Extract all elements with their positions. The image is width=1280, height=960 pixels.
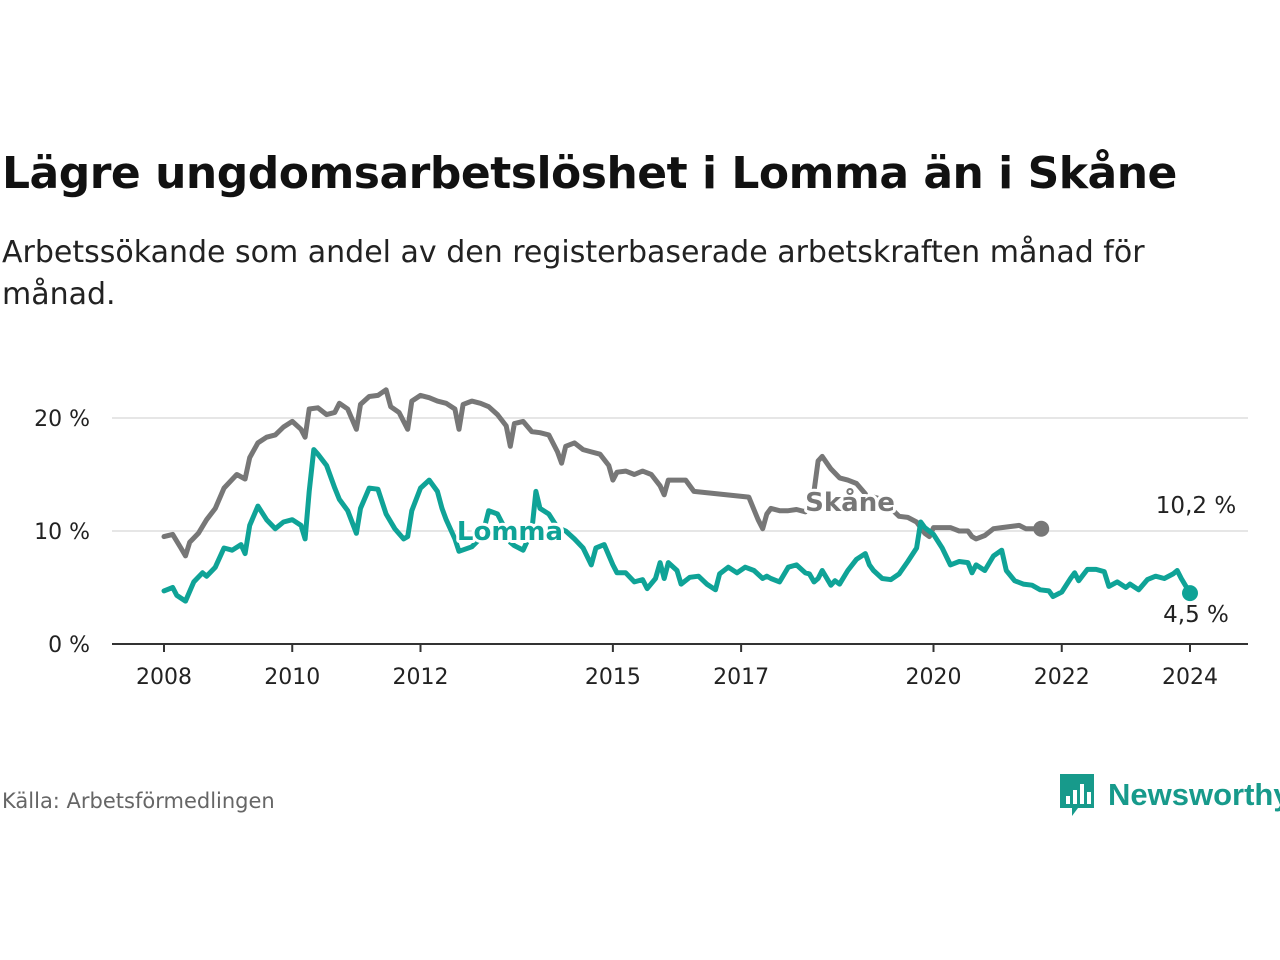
end-point-lomma (1182, 585, 1198, 602)
x-tick-label: 2020 (906, 665, 962, 690)
x-tick-label: 2022 (1034, 665, 1090, 690)
chart-title: Lägre ungdomsarbetslöshet i Lomma än i S… (2, 148, 1177, 199)
newsworthy-logo-icon (1060, 774, 1094, 816)
end-label-lomma: 4,5 % (1163, 602, 1229, 628)
y-tick-label: 20 % (34, 407, 90, 432)
x-tick-label: 2012 (393, 665, 449, 690)
brand-logo[interactable]: Newsworthy (1058, 772, 1280, 818)
series-label-skane: Skåne (805, 486, 895, 518)
y-tick-label: 10 % (34, 520, 90, 545)
chart-subtitle: Arbetssökande som andel av den registerb… (2, 235, 1145, 312)
x-tick-label: 2015 (585, 665, 641, 690)
series-line-skane (161, 387, 1044, 559)
series-line-lomma (161, 447, 1193, 604)
x-tick-label: 2017 (713, 665, 769, 690)
source-note: Källa: Arbetsförmedlingen (2, 789, 275, 813)
end-label-skane: 10,2 % (1156, 493, 1236, 519)
end-point-skane (1033, 520, 1050, 537)
y-tick-label: 0 % (48, 633, 90, 658)
x-tick-label: 2010 (264, 665, 320, 690)
x-tick-label: 2024 (1162, 665, 1218, 690)
series-label-lomma: Lomma (457, 517, 563, 547)
x-tick-label: 2008 (136, 665, 192, 690)
brand-name: Newsworthy (1108, 777, 1280, 812)
